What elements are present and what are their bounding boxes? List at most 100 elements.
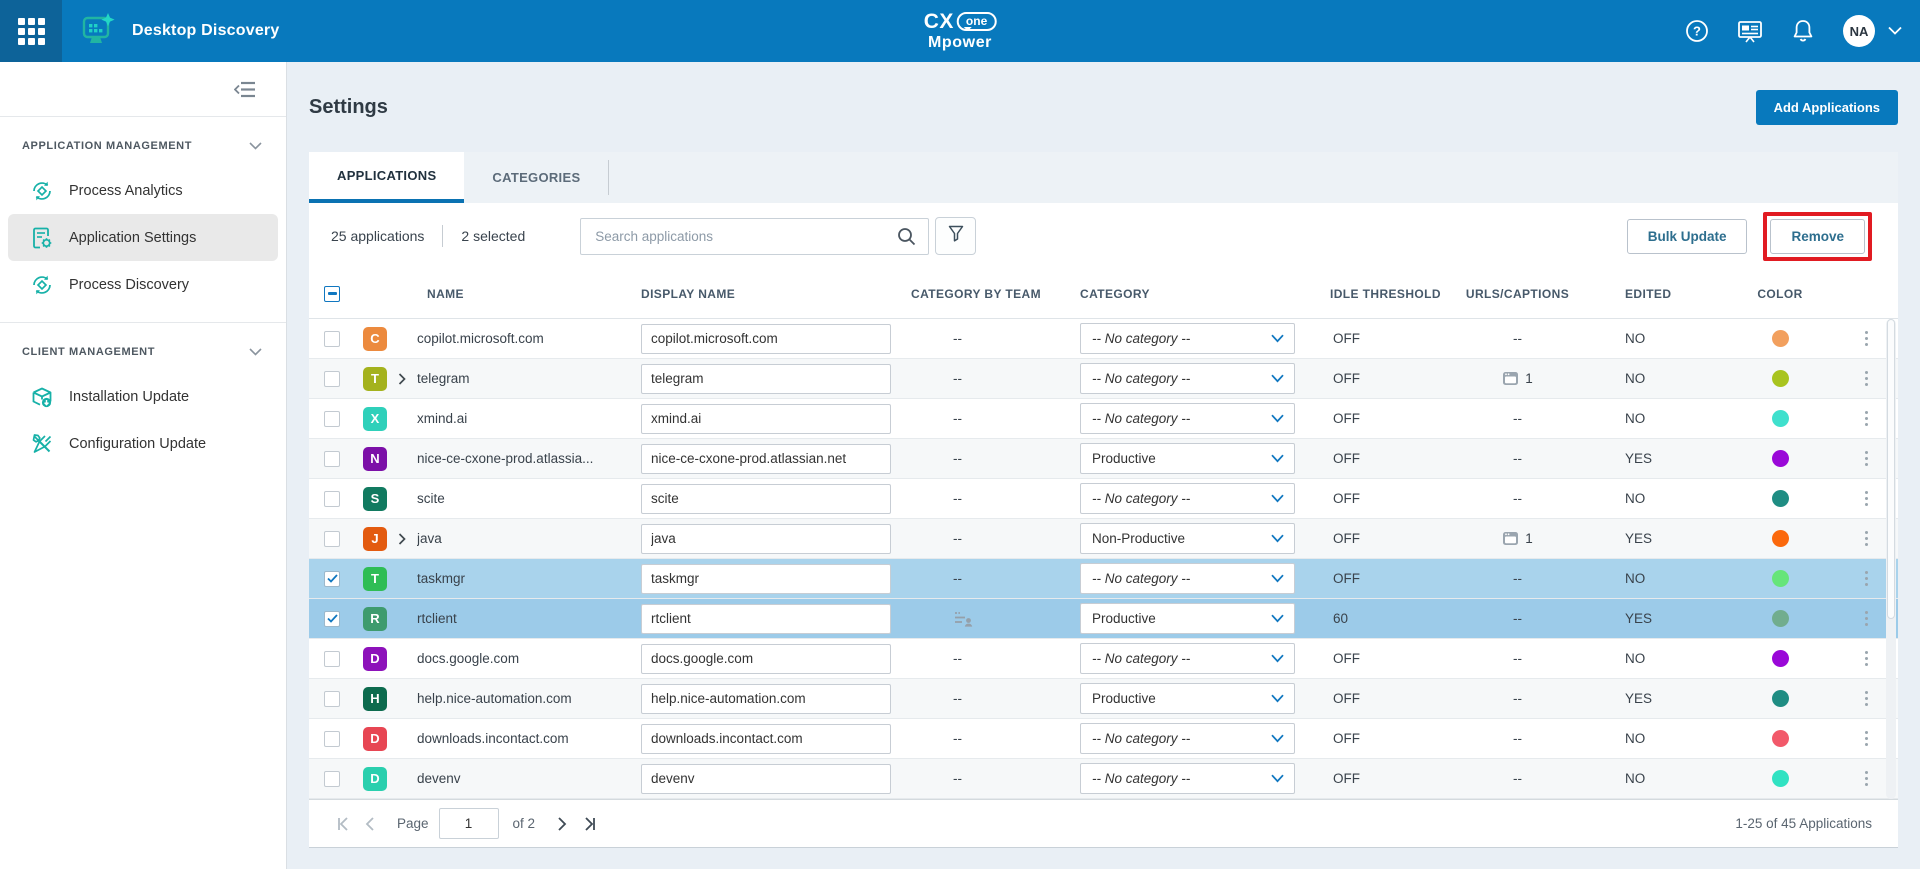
row-checkbox[interactable] <box>324 370 340 387</box>
table-row[interactable]: X xmind.ai -- -- No catego <box>309 399 1898 439</box>
presentation-icon[interactable] <box>1737 18 1763 44</box>
row-checkbox[interactable] <box>324 690 340 707</box>
category-select[interactable]: -- No category -- <box>1080 323 1295 354</box>
table-scrollbar[interactable] <box>1886 319 1896 799</box>
sidebar-item-application-settings[interactable]: Application Settings <box>8 214 278 261</box>
notifications-bell-icon[interactable] <box>1790 18 1816 44</box>
select-all-checkbox[interactable] <box>324 285 340 302</box>
display-name-input[interactable] <box>641 523 891 554</box>
row-checkbox[interactable] <box>324 330 340 347</box>
color-dot[interactable] <box>1771 770 1789 787</box>
filter-button[interactable] <box>935 217 977 255</box>
kebab-menu-icon[interactable] <box>1861 527 1873 551</box>
user-menu-chevron-icon[interactable] <box>1888 22 1902 40</box>
category-select[interactable]: -- No category -- <box>1080 643 1295 674</box>
previous-page-icon[interactable] <box>357 811 383 837</box>
color-dot[interactable] <box>1771 610 1789 627</box>
display-name-input[interactable] <box>641 723 891 754</box>
sidebar-item-installation-update[interactable]: Installation Update <box>8 373 278 420</box>
tab-applications[interactable]: APPLICATIONS <box>309 152 465 203</box>
category-select[interactable]: -- No category -- <box>1080 723 1295 754</box>
row-checkbox[interactable] <box>324 450 340 467</box>
color-dot[interactable] <box>1771 570 1789 587</box>
color-dot[interactable] <box>1771 530 1789 547</box>
row-checkbox[interactable] <box>324 650 340 667</box>
category-select[interactable]: Productive <box>1080 443 1295 474</box>
display-name-input[interactable] <box>641 683 891 714</box>
display-name-input[interactable] <box>641 323 891 354</box>
display-name-input[interactable] <box>641 643 891 674</box>
display-name-input[interactable] <box>641 763 891 794</box>
kebab-menu-icon[interactable] <box>1861 367 1873 391</box>
sidebar-item-configuration-update[interactable]: Configuration Update <box>8 420 278 467</box>
category-select[interactable]: Non-Productive <box>1080 523 1295 554</box>
row-checkbox[interactable] <box>324 410 340 427</box>
table-row[interactable]: D docs.google.com -- -- No <box>309 639 1898 679</box>
page-number-input[interactable] <box>438 808 499 839</box>
display-name-input[interactable] <box>641 363 891 394</box>
display-name-input[interactable] <box>641 603 891 634</box>
category-select[interactable]: -- No category -- <box>1080 363 1295 394</box>
category-select[interactable]: -- No category -- <box>1080 563 1295 594</box>
color-dot[interactable] <box>1771 450 1789 467</box>
search-input[interactable] <box>581 228 898 244</box>
row-checkbox[interactable] <box>324 730 340 747</box>
table-row[interactable]: D devenv -- -- No category <box>309 759 1898 799</box>
table-row[interactable]: S scite -- -- No category <box>309 479 1898 519</box>
help-icon[interactable]: ? <box>1684 18 1710 44</box>
color-dot[interactable] <box>1771 730 1789 747</box>
table-row[interactable]: D downloads.incontact.com -- <box>309 719 1898 759</box>
display-name-input[interactable] <box>641 563 891 594</box>
kebab-menu-icon[interactable] <box>1861 567 1873 591</box>
display-name-input[interactable] <box>641 403 891 434</box>
expand-chevron-icon[interactable] <box>387 532 417 545</box>
expand-chevron-icon[interactable] <box>387 372 417 385</box>
kebab-menu-icon[interactable] <box>1861 327 1873 351</box>
display-name-input[interactable] <box>641 483 891 514</box>
color-dot[interactable] <box>1771 690 1789 707</box>
table-row[interactable]: R rtclient Productive <box>309 599 1898 639</box>
scrollbar-thumb[interactable] <box>1887 319 1895 619</box>
kebab-menu-icon[interactable] <box>1861 687 1873 711</box>
bulk-update-button[interactable]: Bulk Update <box>1626 218 1748 254</box>
category-select[interactable]: Productive <box>1080 683 1295 714</box>
color-dot[interactable] <box>1771 410 1789 427</box>
table-row[interactable]: N nice-ce-cxone-prod.atlassia... -- <box>309 439 1898 479</box>
row-checkbox[interactable] <box>324 770 340 787</box>
display-name-input[interactable] <box>641 443 891 474</box>
table-row[interactable]: T taskmgr -- -- No categor <box>309 559 1898 599</box>
search-icon[interactable] <box>897 227 928 246</box>
remove-button[interactable]: Remove <box>1770 218 1865 254</box>
table-row[interactable]: C copilot.microsoft.com -- <box>309 319 1898 359</box>
collapse-sidebar-icon[interactable] <box>234 81 256 98</box>
row-checkbox[interactable] <box>324 570 340 587</box>
add-applications-button[interactable]: Add Applications <box>1755 89 1898 125</box>
color-dot[interactable] <box>1771 490 1789 507</box>
kebab-menu-icon[interactable] <box>1861 407 1873 431</box>
kebab-menu-icon[interactable] <box>1861 767 1873 791</box>
avatar[interactable]: NA <box>1843 15 1875 47</box>
row-checkbox[interactable] <box>324 490 340 507</box>
search-applications-field[interactable] <box>580 217 930 255</box>
color-dot[interactable] <box>1771 370 1789 387</box>
sidebar-item-process-discovery[interactable]: Process Discovery <box>8 261 278 308</box>
first-page-icon[interactable] <box>331 811 357 837</box>
category-select[interactable]: -- No category -- <box>1080 483 1295 514</box>
kebab-menu-icon[interactable] <box>1861 727 1873 751</box>
app-launcher-button[interactable] <box>0 0 62 62</box>
table-row[interactable]: H help.nice-automation.com -- <box>309 679 1898 719</box>
tab-categories[interactable]: CATEGORIES <box>492 170 581 185</box>
kebab-menu-icon[interactable] <box>1861 607 1873 631</box>
row-checkbox[interactable] <box>324 530 340 547</box>
color-dot[interactable] <box>1771 330 1789 347</box>
sidebar-section-client-management[interactable]: CLIENT MANAGEMENT <box>0 323 286 373</box>
kebab-menu-icon[interactable] <box>1861 647 1873 671</box>
sidebar-item-process-analytics[interactable]: Process Analytics <box>8 167 278 214</box>
next-page-icon[interactable] <box>549 811 575 837</box>
table-row[interactable]: T telegram -- -- No catego <box>309 359 1898 399</box>
kebab-menu-icon[interactable] <box>1861 447 1873 471</box>
row-checkbox[interactable] <box>324 610 340 627</box>
kebab-menu-icon[interactable] <box>1861 487 1873 511</box>
category-select[interactable]: Productive <box>1080 603 1295 634</box>
last-page-icon[interactable] <box>575 811 601 837</box>
